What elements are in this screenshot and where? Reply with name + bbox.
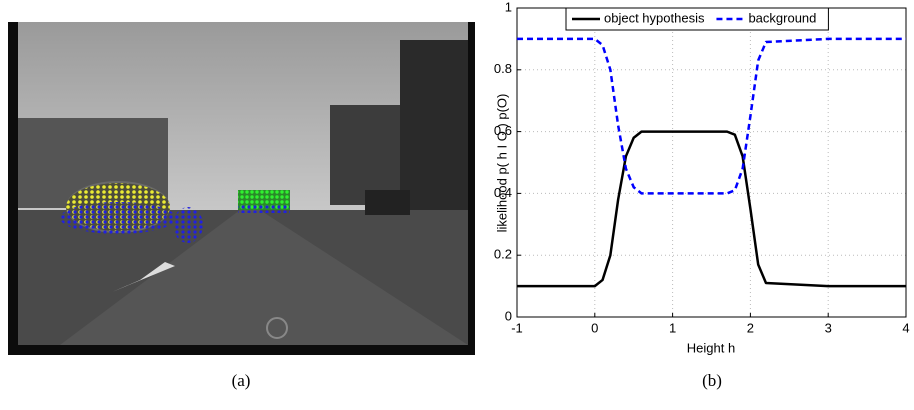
caption: (a)	[232, 371, 251, 390]
series-line	[517, 37, 906, 195]
y-tick-label: 0.4	[494, 185, 512, 200]
legend-label: object hypothesis	[604, 10, 705, 25]
y-axis-label: likelihood p( h I O ) p(O)	[494, 94, 509, 233]
photo	[8, 22, 475, 355]
series-line	[517, 130, 906, 288]
x-tick-label: -1	[511, 320, 523, 335]
x-axis-label: Height h	[687, 340, 735, 355]
y-tick-label: 0	[505, 308, 512, 323]
legend-label: background	[748, 10, 816, 25]
x-tick-label: 4	[902, 320, 909, 335]
plot-area	[517, 8, 906, 317]
y-tick-label: 0.8	[494, 61, 512, 76]
y-tick-label: 0.6	[494, 123, 512, 138]
x-tick-label: 1	[669, 320, 676, 335]
y-tick-label: 1	[505, 0, 512, 14]
x-tick-label: 0	[591, 320, 598, 335]
caption: (b)	[702, 371, 722, 390]
x-tick-label: 2	[747, 320, 754, 335]
x-tick-label: 3	[825, 320, 832, 335]
legend	[565, 7, 829, 31]
y-tick-label: 0.2	[494, 247, 512, 262]
